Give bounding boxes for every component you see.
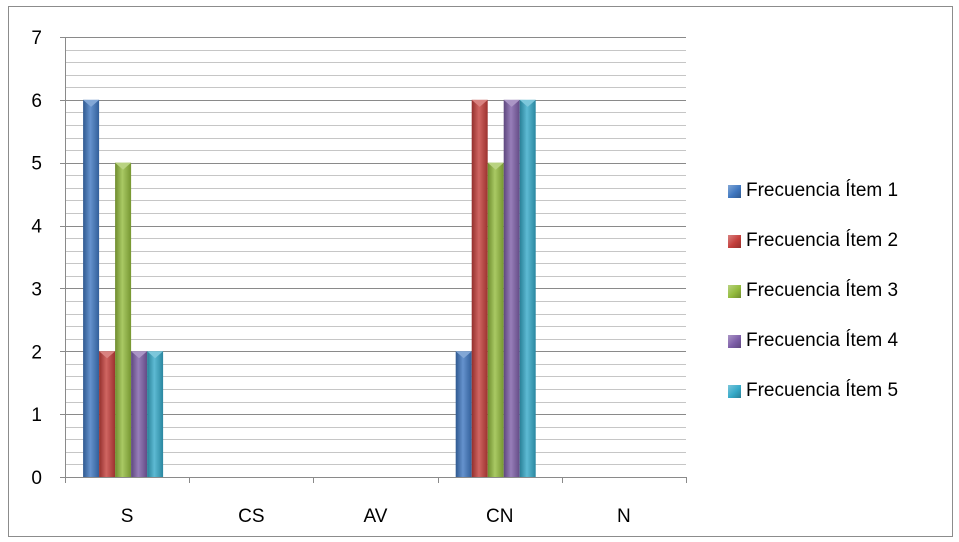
- x-tick-label: CN: [486, 506, 513, 527]
- bar-cap: [503, 99, 520, 107]
- legend-item: Frecuencia Ítem 3: [728, 266, 898, 316]
- bars: [83, 99, 536, 477]
- legend-label: Frecuencia Ítem 1: [746, 180, 899, 201]
- bar-cap: [487, 162, 504, 170]
- y-tick-label: 3: [31, 279, 42, 300]
- legend-swatch: [728, 284, 741, 298]
- legend-item: Frecuencia Ítem 4: [728, 316, 898, 366]
- bar: [455, 351, 472, 477]
- bar: [519, 99, 536, 477]
- bar: [503, 99, 520, 477]
- legend-item: Frecuencia Ítem 5: [728, 366, 898, 416]
- bar-cap: [99, 351, 116, 359]
- legend-swatch: [728, 334, 741, 348]
- bar-cap: [519, 99, 536, 107]
- bar: [471, 99, 488, 477]
- legend-swatch: [728, 184, 741, 198]
- bar: [131, 351, 148, 477]
- y-tick-label: 0: [31, 468, 42, 489]
- legend-label: Frecuencia Ítem 2: [746, 230, 899, 251]
- legend-label: Frecuencia Ítem 4: [746, 330, 899, 351]
- y-tick-label: 4: [31, 217, 42, 238]
- bar: [83, 99, 100, 477]
- y-tick-label: 2: [31, 342, 42, 363]
- tick-labels: 0 1 2 3 4 5 6 7 S CS AV CN N: [31, 28, 630, 527]
- bar: [99, 351, 116, 477]
- bar-cap: [455, 351, 472, 359]
- x-tick-label: S: [121, 506, 134, 527]
- y-tick-label: 5: [31, 154, 42, 175]
- x-tick-label: AV: [364, 506, 388, 527]
- legend-label: Frecuencia Ítem 3: [746, 280, 899, 301]
- bar: [147, 351, 164, 477]
- legend-label: Frecuencia Ítem 5: [746, 380, 899, 401]
- y-tick-label: 7: [31, 28, 42, 49]
- legend-swatch: [728, 384, 741, 398]
- bar: [115, 162, 132, 477]
- legend-item: Frecuencia Ítem 1: [728, 166, 898, 216]
- bar: [487, 162, 504, 477]
- y-tick-label: 1: [31, 405, 42, 426]
- x-tick-label: N: [617, 506, 631, 527]
- bar-cap: [147, 351, 164, 359]
- axes: [60, 37, 687, 483]
- bar-cap: [471, 99, 488, 107]
- legend-item: Frecuencia Ítem 2: [728, 216, 898, 266]
- legend: Frecuencia Ítem 1 Frecuencia Ítem 2 Frecue…: [728, 166, 898, 416]
- y-tick-label: 6: [31, 91, 42, 112]
- legend-swatch: [728, 234, 741, 248]
- bar-cap: [115, 162, 132, 170]
- bar-cap: [131, 351, 148, 359]
- x-tick-label: CS: [238, 506, 264, 527]
- bar-cap: [83, 99, 100, 107]
